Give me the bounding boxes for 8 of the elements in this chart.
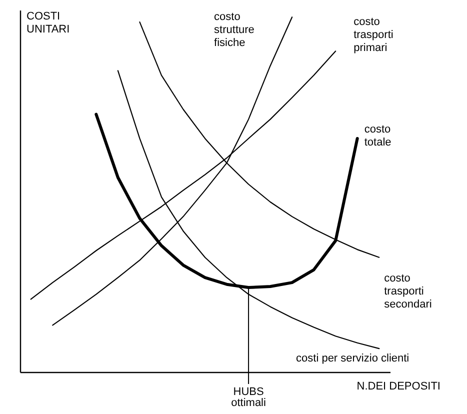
x-axis-title: N.DEI DEPOSITI (356, 380, 440, 392)
series-label: costo totale (364, 123, 392, 148)
series-label: costo strutture fisiche (214, 11, 254, 50)
text: HUBS ottimali (231, 386, 266, 409)
series-label: costo trasporti secondari (384, 272, 432, 310)
series-label: costo trasporti primari (354, 16, 394, 54)
series-label: costi per servizio clienti (296, 352, 410, 365)
y-axis-title: COSTI UNITARI (26, 10, 70, 36)
